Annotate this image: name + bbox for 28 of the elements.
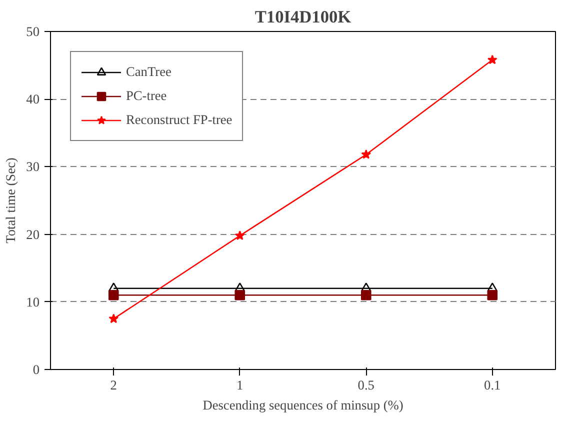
point — [487, 290, 498, 300]
legend-label: PC-tree — [126, 88, 167, 104]
x-tick-label: 2 — [110, 378, 117, 392]
point — [360, 290, 372, 300]
point — [360, 282, 372, 292]
point — [487, 282, 498, 292]
x-tick-label: 0.5 — [358, 378, 375, 392]
legend-label: CanTree — [126, 64, 172, 80]
y-tick-label: 30 — [26, 159, 40, 174]
point — [234, 230, 245, 240]
point — [108, 282, 119, 292]
point — [108, 290, 119, 300]
y-tick-label: 0 — [32, 362, 40, 377]
x-tick-label: 0.1 — [484, 378, 501, 392]
legend-label: Reconstruct FP-tree — [126, 112, 232, 128]
x-axis-title: Descending sequences of minsup (%) — [202, 398, 404, 412]
y-tick-label: 50 — [26, 24, 40, 39]
y-tick-label: 40 — [26, 92, 40, 107]
point — [234, 282, 246, 292]
point — [108, 314, 119, 324]
point — [361, 149, 372, 159]
y-tick-label: 20 — [26, 226, 40, 242]
point — [234, 290, 246, 300]
x-tick-label: 1 — [236, 378, 244, 392]
y-axis-title: Total time (Sec) — [3, 158, 18, 244]
y-tick-label: 10 — [26, 294, 40, 310]
point — [487, 54, 498, 64]
chart-title: T10I4D100K — [254, 8, 352, 26]
